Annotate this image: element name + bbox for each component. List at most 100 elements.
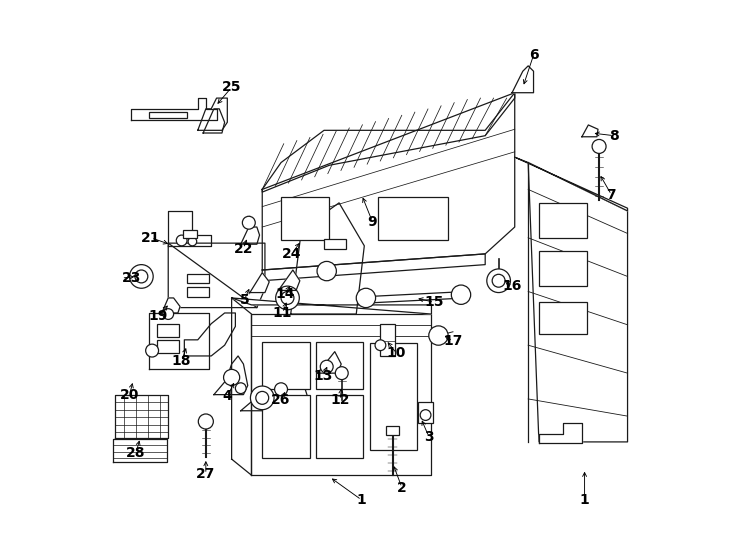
Text: 20: 20 [120, 388, 139, 402]
Text: 12: 12 [330, 393, 350, 407]
Polygon shape [241, 227, 260, 244]
Text: 28: 28 [126, 446, 146, 460]
Circle shape [176, 235, 187, 246]
Circle shape [163, 309, 174, 320]
Polygon shape [318, 352, 341, 373]
Text: 27: 27 [196, 467, 216, 481]
Polygon shape [214, 356, 248, 395]
Bar [316, 342, 363, 389]
Text: 6: 6 [528, 48, 538, 62]
Polygon shape [232, 298, 252, 475]
Circle shape [188, 237, 197, 246]
Bar [370, 342, 417, 450]
Circle shape [317, 261, 336, 281]
Bar [539, 251, 587, 286]
Bar [418, 402, 433, 423]
Text: 11: 11 [273, 306, 292, 320]
Text: 10: 10 [387, 346, 406, 360]
Text: 19: 19 [149, 309, 168, 323]
Bar [158, 323, 179, 337]
Circle shape [487, 269, 510, 293]
Bar [150, 112, 187, 118]
Bar [380, 323, 396, 356]
Text: 18: 18 [172, 354, 192, 368]
Polygon shape [168, 243, 265, 308]
Text: 14: 14 [275, 287, 294, 301]
Circle shape [224, 369, 240, 386]
Polygon shape [241, 372, 308, 411]
Bar [316, 395, 363, 458]
Polygon shape [262, 93, 515, 192]
Polygon shape [512, 66, 534, 93]
Polygon shape [114, 439, 167, 462]
Polygon shape [262, 93, 515, 270]
Circle shape [250, 386, 274, 410]
Polygon shape [250, 273, 269, 293]
Circle shape [375, 340, 386, 350]
Circle shape [281, 292, 294, 305]
Text: 7: 7 [606, 188, 617, 202]
Bar [324, 239, 346, 248]
Polygon shape [150, 313, 208, 369]
Polygon shape [184, 313, 236, 356]
Polygon shape [582, 125, 598, 137]
Bar [539, 203, 587, 238]
Circle shape [451, 285, 470, 305]
Bar [187, 274, 208, 284]
Circle shape [356, 288, 376, 308]
Circle shape [198, 414, 214, 429]
Circle shape [429, 326, 448, 345]
Bar [281, 198, 330, 240]
Text: 15: 15 [424, 295, 444, 309]
Circle shape [242, 217, 255, 229]
Text: 21: 21 [141, 231, 161, 245]
Text: 3: 3 [424, 429, 434, 443]
Text: 8: 8 [609, 129, 619, 143]
Polygon shape [131, 98, 217, 119]
Circle shape [320, 360, 333, 373]
Polygon shape [203, 109, 225, 133]
Text: 16: 16 [502, 279, 522, 293]
Polygon shape [539, 423, 582, 443]
Text: 2: 2 [397, 481, 407, 495]
Bar [262, 395, 310, 458]
Polygon shape [197, 98, 228, 130]
Bar [262, 342, 310, 389]
Polygon shape [362, 292, 466, 303]
Bar [184, 230, 197, 238]
Text: 24: 24 [282, 247, 302, 261]
Text: 5: 5 [239, 293, 250, 307]
Bar [187, 287, 208, 297]
Circle shape [135, 270, 148, 283]
Circle shape [592, 139, 606, 153]
Polygon shape [232, 298, 432, 314]
Polygon shape [252, 314, 432, 475]
Text: 26: 26 [272, 393, 291, 407]
Circle shape [236, 383, 246, 394]
Circle shape [129, 265, 153, 288]
Polygon shape [515, 157, 628, 211]
Bar [539, 302, 587, 334]
Polygon shape [161, 298, 180, 313]
Bar [158, 340, 179, 353]
Text: 9: 9 [368, 215, 377, 228]
Text: 25: 25 [222, 80, 241, 94]
Polygon shape [168, 211, 211, 246]
Text: 4: 4 [222, 389, 232, 403]
Text: 22: 22 [233, 241, 253, 255]
Text: 13: 13 [313, 369, 333, 383]
Circle shape [255, 392, 269, 404]
Text: 1: 1 [357, 493, 366, 507]
Circle shape [493, 274, 505, 287]
Circle shape [145, 344, 159, 357]
Polygon shape [291, 203, 364, 314]
Bar [378, 198, 448, 240]
Polygon shape [528, 163, 628, 442]
Circle shape [276, 286, 299, 310]
Bar [386, 427, 399, 435]
Polygon shape [115, 395, 168, 437]
Text: 17: 17 [443, 334, 462, 348]
Text: 23: 23 [122, 271, 141, 285]
Circle shape [335, 367, 348, 380]
Polygon shape [278, 270, 300, 291]
